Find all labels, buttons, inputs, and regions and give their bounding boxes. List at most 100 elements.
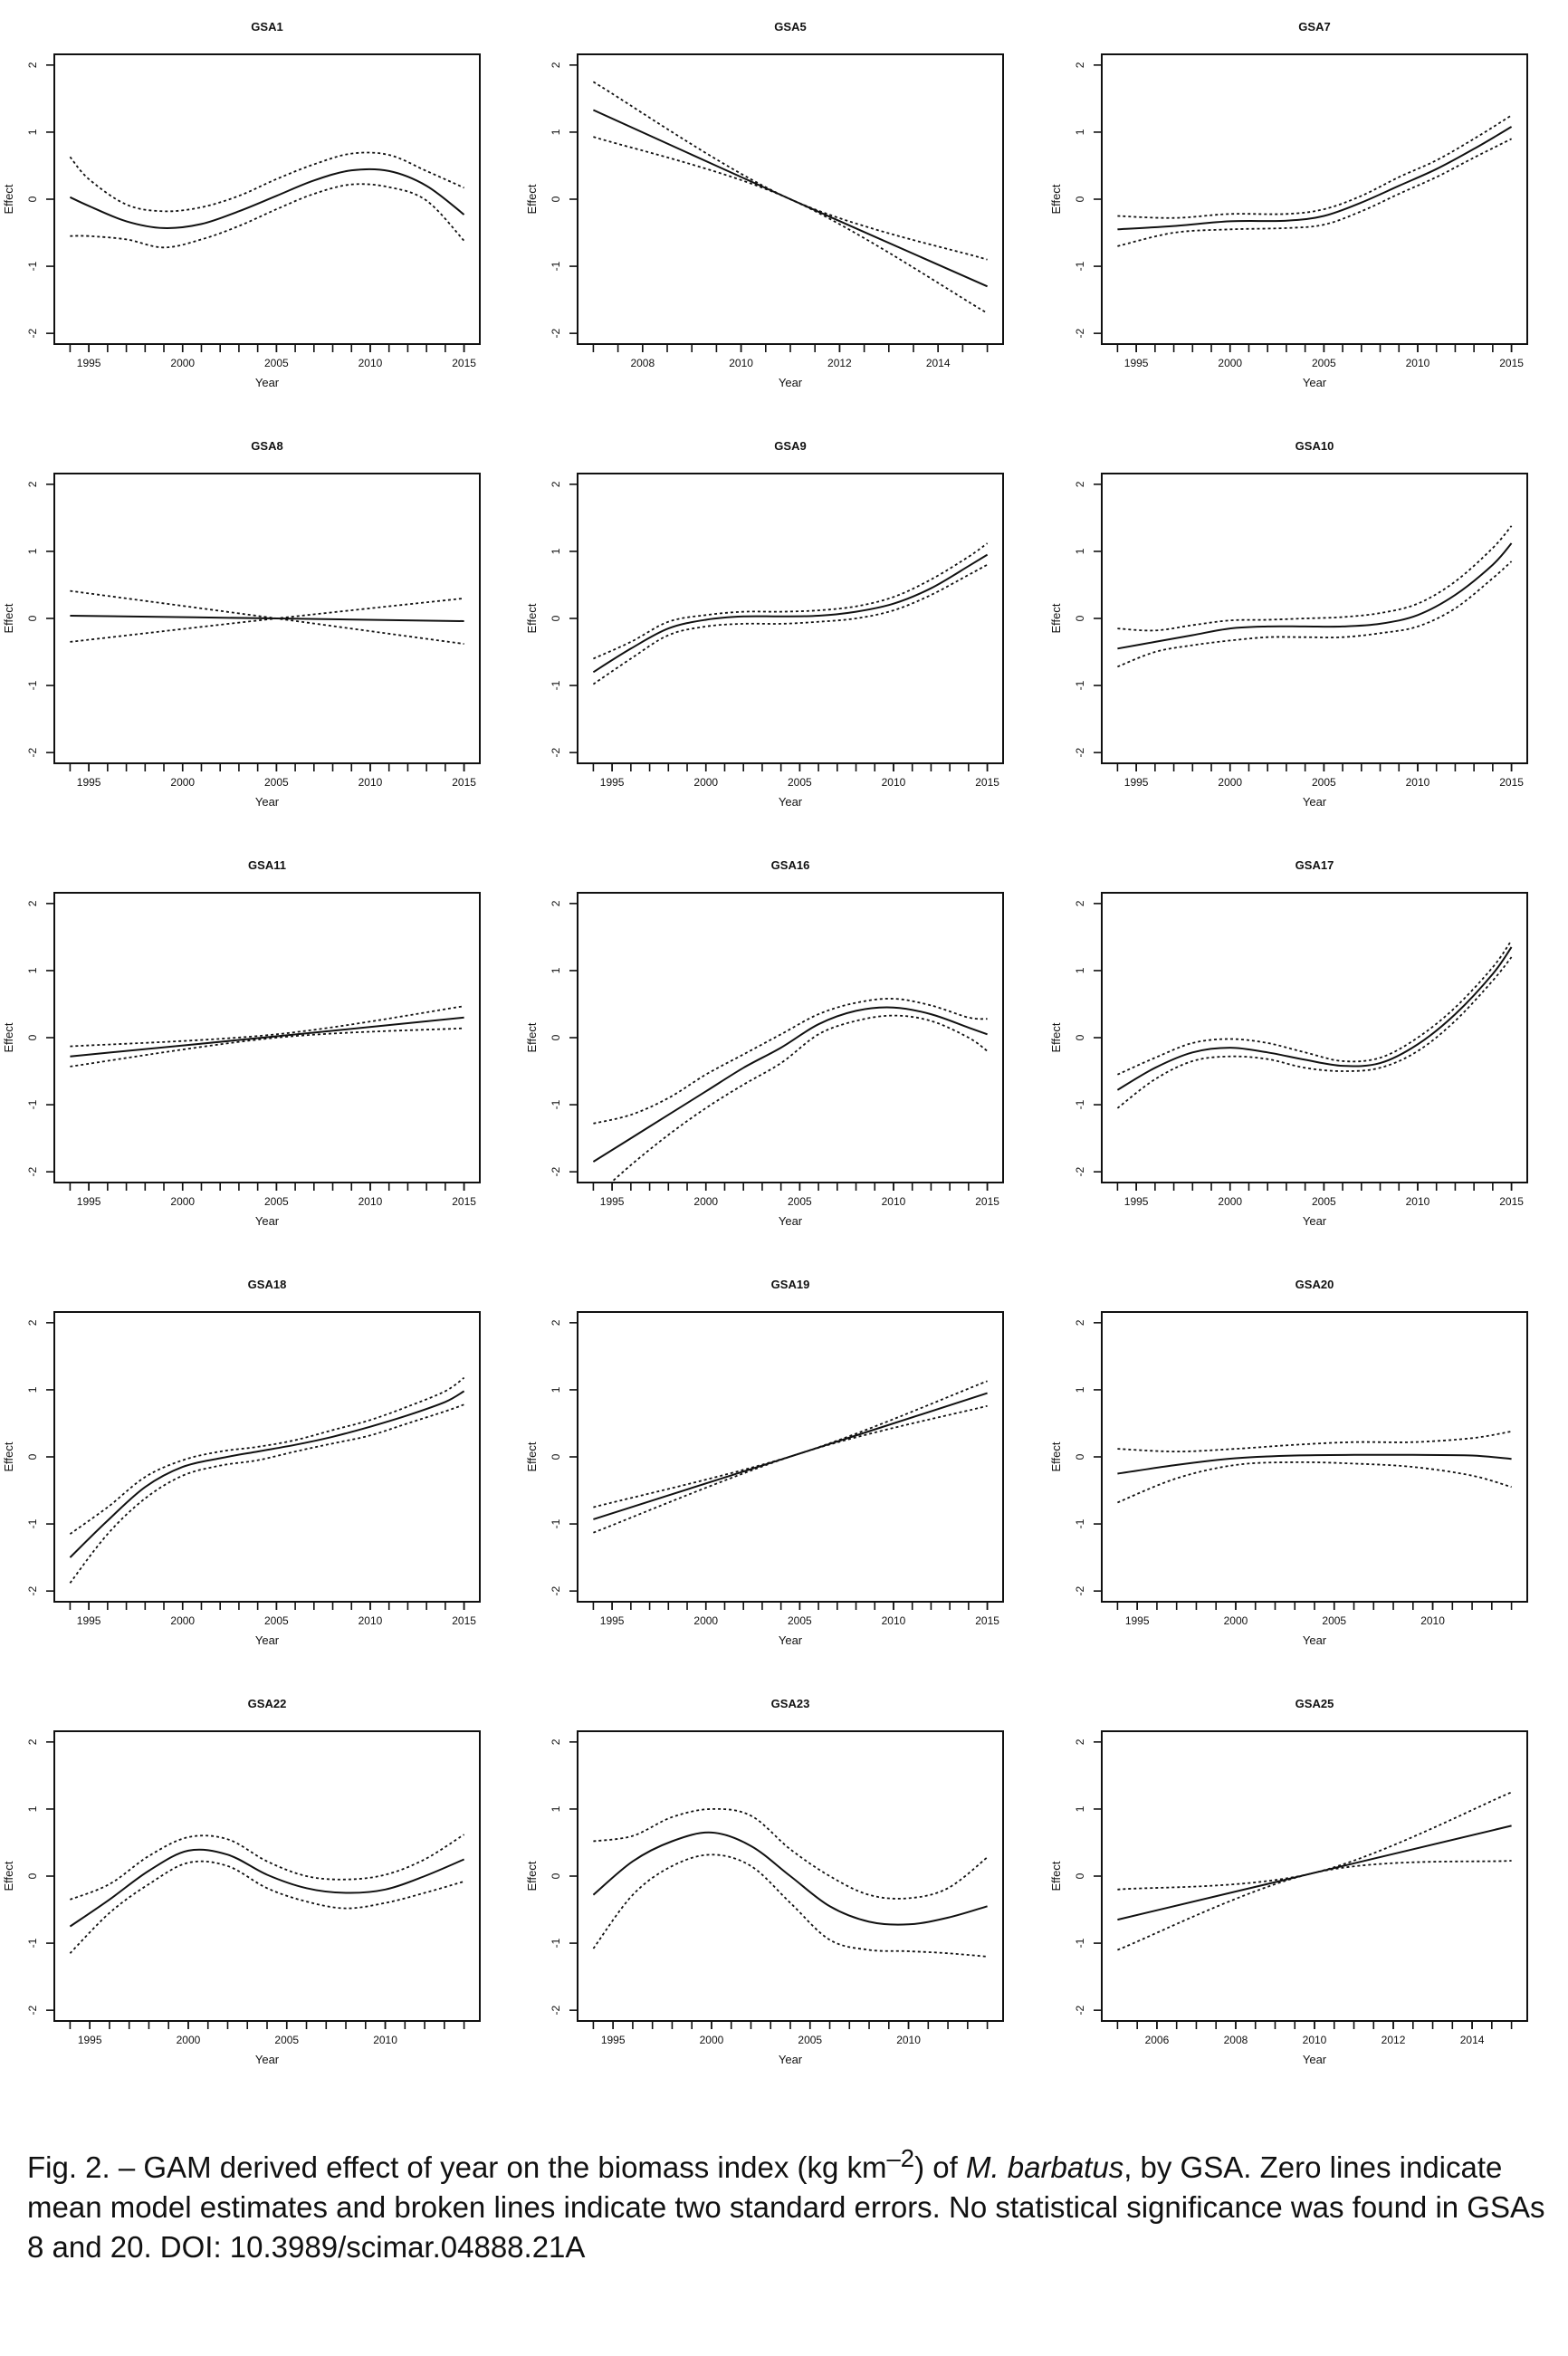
caption-text-2: ) of	[914, 2150, 966, 2184]
y-tick-label: 0	[26, 1453, 39, 1460]
x-tick-label: 2010	[359, 357, 383, 369]
y-tick-label: -1	[550, 1099, 562, 1109]
y-tick-label: -1	[550, 680, 562, 690]
y-tick-label: -1	[550, 261, 562, 271]
y-tick-label: 2	[26, 481, 39, 487]
x-tick-label: 2008	[630, 357, 655, 369]
y-tick-label: 1	[26, 548, 39, 554]
y-axis-label: Effect	[2, 184, 15, 214]
y-tick-label: 2	[26, 62, 39, 68]
y-tick-label: 2	[550, 62, 562, 68]
x-tick-label: 2015	[1499, 1195, 1524, 1208]
y-axis-label: Effect	[2, 1861, 15, 1891]
caption-species: M. barbatus	[965, 2150, 1124, 2184]
x-tick-label: 1995	[1124, 357, 1149, 369]
lower-se-line	[70, 597, 464, 643]
panel-gsa10: GSA10 Year Effect 1995 2000 2005 2010 2015 -2 -1 0…	[1049, 439, 1528, 809]
lower-se-line	[69, 1860, 464, 1954]
lower-se-line	[593, 1404, 988, 1534]
y-axis-label: Effect	[525, 1861, 539, 1891]
y-tick-label: 2	[1074, 1319, 1086, 1326]
upper-se-line	[70, 1005, 464, 1048]
estimate-line	[69, 1390, 465, 1558]
x-tick-label: 2005	[264, 1614, 289, 1627]
panel-gsa9: GSA9 Year Effect 1995 2000 2005 2010 2015 -2 -1 0 1…	[525, 439, 1004, 809]
upper-se-line	[1117, 940, 1513, 1076]
upper-se-line	[70, 589, 464, 645]
upper-se-line	[1117, 1431, 1512, 1453]
panel-title: GSA1	[251, 20, 282, 34]
y-tick-label: -2	[26, 2005, 39, 2015]
x-axis-label: Year	[1303, 795, 1327, 809]
y-tick-label: -1	[550, 1938, 562, 1948]
panel-gsa16: GSA16 Year Effect 1995 2000 2005 2010 2015 -2 -1 0…	[525, 858, 1004, 1228]
x-axis-label: Year	[255, 376, 280, 389]
y-axis-label: Effect	[2, 603, 15, 633]
x-tick-label: 2010	[1420, 1614, 1445, 1627]
x-tick-label: 2005	[788, 1614, 812, 1627]
y-tick-label: -1	[26, 261, 39, 271]
panel-gsa19: GSA19 Year Effect 1995 2000 2005 2010 2015 -2 -1 0…	[525, 1278, 1004, 1647]
upper-se-line	[69, 151, 464, 213]
x-tick-label: 2010	[1303, 2034, 1327, 2046]
upper-se-line	[69, 1376, 465, 1535]
y-axis-label: Effect	[2, 1441, 15, 1471]
x-axis-label: Year	[1303, 376, 1327, 389]
y-tick-label: 0	[26, 196, 39, 202]
y-tick-label: 1	[1074, 548, 1086, 554]
lower-se-line	[69, 1403, 464, 1584]
x-tick-label: 2000	[693, 1614, 718, 1627]
x-tick-label: 2010	[1406, 1195, 1430, 1208]
x-tick-label: 2015	[1499, 776, 1524, 789]
y-tick-label: 1	[26, 1386, 39, 1393]
y-tick-label: 1	[550, 548, 562, 554]
y-tick-label: -2	[1074, 328, 1086, 338]
estimate-line	[1116, 946, 1513, 1091]
x-tick-label: 1995	[601, 2034, 626, 2046]
x-tick-label: 2005	[1312, 776, 1336, 789]
y-tick-label: -2	[26, 1166, 39, 1176]
y-tick-label: 2	[26, 900, 39, 906]
x-axis-label: Year	[779, 795, 803, 809]
y-tick-label: 1	[550, 129, 562, 135]
x-tick-label: 1995	[77, 776, 101, 789]
x-tick-label: 2005	[798, 2034, 822, 2046]
panel-title: GSA20	[1296, 1278, 1334, 1291]
x-tick-label: 2005	[788, 776, 812, 789]
x-tick-label: 2015	[975, 1195, 999, 1208]
lower-se-line	[593, 136, 989, 314]
upper-se-line	[593, 542, 989, 660]
y-axis-label: Effect	[1049, 1022, 1063, 1052]
lower-se-line	[1117, 138, 1513, 247]
x-tick-label: 2005	[788, 1195, 812, 1208]
panel-gsa7: GSA7 Year Effect 1995 2000 2005 2010 2015 -2 -1 0 1…	[1049, 20, 1528, 389]
y-tick-label: -1	[26, 1518, 39, 1528]
plot-frame	[1101, 53, 1528, 345]
y-tick-label: -1	[26, 1099, 39, 1109]
x-tick-label: 2010	[896, 2034, 921, 2046]
x-axis-label: Year	[255, 795, 280, 809]
lower-se-line	[610, 1014, 989, 1182]
panel-title: GSA18	[248, 1278, 287, 1291]
y-tick-label: 2	[26, 1738, 39, 1745]
lower-se-line	[592, 1853, 988, 1958]
x-axis-label: Year	[779, 1633, 803, 1647]
y-axis-label: Effect	[1049, 1861, 1063, 1891]
x-tick-label: 2000	[700, 2034, 724, 2046]
x-axis-label: Year	[779, 376, 803, 389]
x-tick-label: 2006	[1145, 2034, 1170, 2046]
x-tick-label: 2005	[1322, 1614, 1346, 1627]
panel-title: GSA25	[1296, 1697, 1334, 1710]
panel-title: GSA5	[774, 20, 806, 34]
y-tick-label: -1	[1074, 261, 1086, 271]
x-tick-label: 2010	[882, 776, 906, 789]
y-tick-label: -2	[26, 1585, 39, 1595]
y-tick-label: 2	[550, 1319, 562, 1326]
plot-frame	[1101, 1730, 1528, 2022]
lower-se-line	[1116, 956, 1513, 1109]
y-axis-label: Effect	[525, 603, 539, 633]
y-tick-label: 0	[550, 1453, 562, 1460]
y-axis-label: Effect	[525, 184, 539, 214]
estimate-line	[1117, 1453, 1512, 1475]
y-tick-label: -2	[550, 1585, 562, 1595]
